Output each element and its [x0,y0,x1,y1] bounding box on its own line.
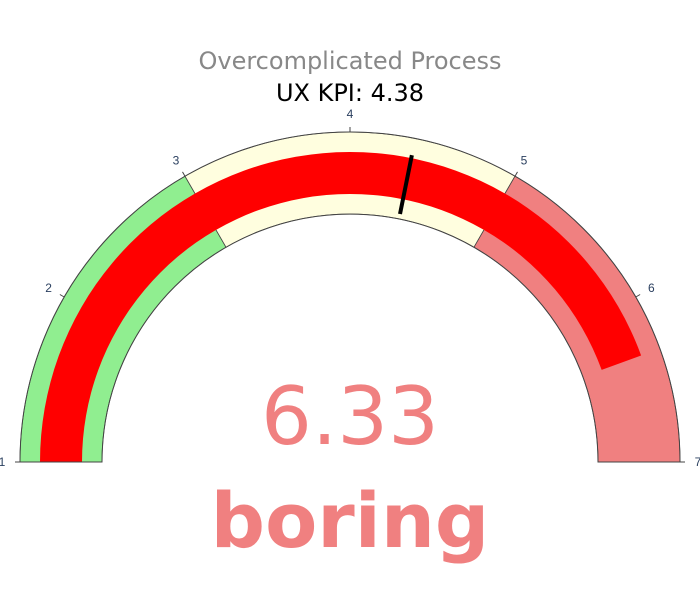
gauge-tick-mark-6 [635,294,641,298]
gauge-tick-mark-3 [182,171,186,177]
gauge-tick-label-4: 4 [347,107,354,121]
gauge-tick-mark-2 [59,294,65,298]
gauge-value-label: boring [211,476,490,565]
gauge-border [19,131,681,463]
gauge-ticks: 1 2 3 4 5 6 7 [0,107,700,469]
gauge-tick-label-1: 1 [0,455,6,469]
gauge-bar-layer [40,151,642,462]
gauge-tick-label-6: 6 [648,281,655,295]
gauge-tick-label-2: 2 [45,281,52,295]
gauge-value: 6.33 [261,370,439,463]
gauge-tick-label-7: 7 [695,455,700,469]
gauge-threshold-layer [398,154,414,215]
gauge-tick-mark-5 [514,171,518,177]
chart-subtitle: UX KPI: 4.38 [276,79,424,107]
gauge-threshold-line [398,154,414,215]
gauge-tick-label-3: 3 [173,154,180,168]
chart-title: Overcomplicated Process [198,47,501,75]
gauge-tick-label-5: 5 [521,154,528,168]
gauge-outline [19,131,681,463]
gauge-value-bar [40,151,642,462]
